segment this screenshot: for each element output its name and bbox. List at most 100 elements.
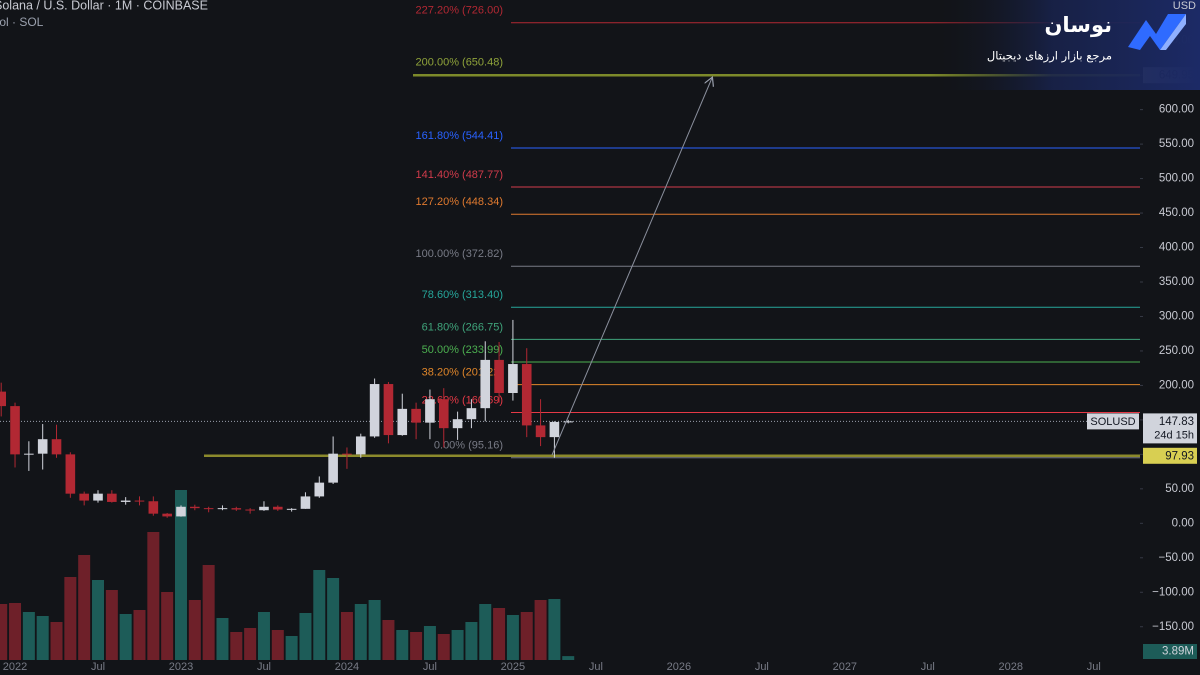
candle-body — [535, 425, 546, 438]
volume-bar — [0, 604, 8, 660]
y-tick-label: −150.00 — [1152, 621, 1194, 633]
volume-bar — [9, 603, 22, 660]
fib-label: 50.00% (233.99) — [422, 344, 503, 356]
candle-body — [0, 391, 7, 407]
y-tick-label: 50.00 — [1165, 483, 1194, 495]
candle-body — [10, 406, 20, 455]
candle-body — [259, 506, 269, 511]
logo-highlight — [1160, 14, 1186, 50]
fib-label: 200.00% (650.48) — [416, 57, 503, 69]
volume-label: 3.89M — [1162, 646, 1194, 658]
candles-layer — [0, 319, 574, 518]
volume-bar — [423, 626, 436, 660]
x-tick-label: 2027 — [833, 661, 857, 673]
volume-bar — [285, 636, 298, 660]
y-tick-label: 400.00 — [1159, 242, 1194, 254]
logo-shape — [1128, 14, 1186, 50]
candle-body — [51, 439, 62, 455]
volume-bar — [92, 580, 105, 660]
volume-bar — [313, 570, 326, 660]
volume-bar — [257, 612, 270, 660]
volume-bar — [202, 565, 215, 660]
candle-body — [397, 408, 408, 436]
candle-body — [480, 359, 491, 409]
volume-bar — [271, 630, 284, 660]
candle-body — [190, 506, 200, 509]
current-price-label: 147.83 — [1159, 416, 1194, 428]
x-tick-label: Jul — [423, 661, 437, 673]
candle-body — [231, 508, 242, 510]
y-tick-label: 0.00 — [1172, 517, 1194, 529]
candle-body — [134, 500, 145, 502]
volume-bar — [396, 630, 409, 660]
volume-bar — [244, 628, 257, 660]
candle-body — [148, 501, 159, 514]
volume-bar — [119, 614, 132, 660]
y-tick-label: 200.00 — [1159, 379, 1194, 391]
y-tick-label: 550.00 — [1159, 138, 1194, 150]
candle-body — [107, 493, 117, 502]
volume-bar — [382, 620, 395, 660]
candle-body — [425, 399, 435, 423]
fib-labels-layer: 227.20% (726.00) 200.00% (650.48) 161.80% … — [416, 5, 503, 452]
x-tick-label: 2026 — [667, 661, 691, 673]
volume-bar — [216, 618, 229, 660]
fib-label: 61.80% (266.75) — [422, 321, 503, 333]
volume-bar — [520, 612, 533, 660]
volume-bar — [50, 622, 63, 660]
volume-bar — [548, 599, 561, 660]
candle-body — [452, 419, 463, 429]
candle-body — [369, 384, 380, 437]
volume-bar — [174, 490, 187, 660]
volume-bar — [562, 656, 575, 660]
fib-label: 161.80% (544.41) — [416, 130, 503, 142]
x-tick-label: Jul — [1087, 661, 1101, 673]
x-tick-label: 2028 — [999, 661, 1023, 673]
volume-bar — [534, 600, 547, 660]
candle-body — [563, 421, 574, 423]
x-tick-label: 2024 — [335, 661, 359, 673]
volume-bar — [105, 590, 118, 660]
price-label-box — [1143, 447, 1197, 464]
volume-bar — [465, 622, 478, 660]
price-axis-bg — [1140, 0, 1200, 675]
fib-label: 127.20% (448.34) — [416, 196, 503, 208]
brand-tagline: مرجع بازار ارزهای دیجیتال — [987, 49, 1112, 64]
x-tick-label: 2025 — [501, 661, 525, 673]
fib-label: 78.60% (313.40) — [422, 289, 503, 301]
chart-subtitle: Vol · SOL — [0, 15, 44, 29]
candle-body — [466, 408, 477, 420]
y-tick-label: −50.00 — [1159, 552, 1195, 564]
candle-body — [328, 453, 338, 483]
candle-body — [120, 500, 131, 502]
volume-bar — [410, 632, 423, 660]
candle-body — [342, 453, 352, 455]
x-tick-label: 2022 — [3, 661, 27, 673]
y-tick-label: 600.00 — [1159, 104, 1194, 116]
brand-logo — [1128, 14, 1186, 50]
x-tick-label: Jul — [257, 661, 271, 673]
x-tick-label: Jul — [755, 661, 769, 673]
y-tick-label: 350.00 — [1159, 276, 1194, 288]
volume-bar — [230, 632, 243, 660]
volume-label-box — [1143, 644, 1197, 659]
candle-body — [411, 408, 421, 423]
candle-body — [521, 364, 532, 426]
candle-body — [162, 513, 172, 517]
fib-label: 141.40% (487.77) — [416, 169, 503, 181]
candle-body — [65, 454, 76, 494]
volume-bar — [64, 577, 77, 660]
candle-body — [508, 364, 518, 394]
price-label: 97.93 — [1165, 450, 1194, 462]
volume-bar — [368, 600, 381, 660]
candle-body — [245, 509, 255, 511]
fib-label: 38.20% (201.22) — [422, 366, 503, 378]
candle-body — [217, 508, 228, 510]
volume-bar — [78, 555, 91, 660]
chart-title: Solana / U.S. Dollar · 1M · COINBASE — [0, 0, 208, 12]
x-tick-label: Jul — [91, 661, 105, 673]
y-tick-label: 250.00 — [1159, 345, 1194, 357]
volume-bar — [36, 616, 49, 660]
volume-bar — [479, 604, 492, 660]
